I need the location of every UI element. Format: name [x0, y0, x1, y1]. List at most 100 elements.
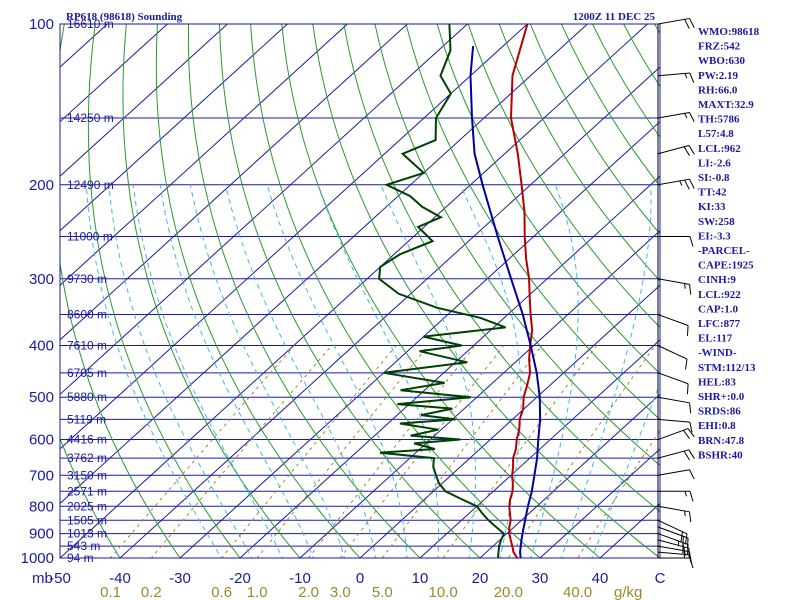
wind-barb-flag: [689, 72, 695, 83]
mixing-ratio-unit-label: g/kg: [614, 584, 642, 600]
wind-barb-half-flag: [679, 180, 683, 186]
index-entry: FRZ:542: [698, 41, 741, 53]
dry-adiabat: [60, 24, 181, 558]
pressure-label: 100: [29, 16, 54, 33]
wind-barb: [657, 345, 688, 370]
height-label: 2025 m: [67, 499, 107, 513]
wind-barb-flag: [689, 178, 695, 189]
temperature-profile: [508, 24, 534, 558]
index-entry: TT:42: [698, 187, 727, 199]
moist-adiabat: [132, 184, 283, 558]
isotherm: [179, 120, 660, 558]
moist-adiabat: [85, 184, 222, 558]
wind-barb: [657, 505, 692, 523]
index-entry: LCL:922: [698, 289, 741, 301]
wind-barb-flag: [684, 533, 688, 545]
mixing-ratio-label: 40.0: [563, 584, 592, 600]
index-entry: WBO:630: [698, 55, 746, 67]
wind-barb: [657, 178, 695, 190]
wind-barb: [657, 428, 695, 441]
height-label: 11000 m: [67, 229, 113, 243]
dry-adiabat: [374, 24, 660, 467]
moist-adiabat: [159, 184, 314, 558]
height-label: 6705 m: [67, 366, 107, 380]
wind-barb: [658, 490, 694, 502]
wind-barb: [657, 111, 695, 123]
dry-adiabat: [312, 24, 660, 558]
isotherm: [60, 24, 349, 286]
temperature-tick-label: -10: [289, 570, 311, 587]
wind-barb-flag: [686, 537, 689, 549]
wind-barb-half-flag: [684, 113, 688, 119]
isotherm: [60, 24, 469, 396]
mixing-ratio-label: 0.1: [100, 584, 121, 600]
wind-barb: [658, 235, 694, 247]
wind-barb-flag: [689, 422, 693, 433]
chart-title: RP618 (98618) Sounding: [66, 11, 183, 23]
wind-barb: [657, 539, 690, 559]
wind-barb: [657, 469, 695, 480]
wind-barb-half-flag: [684, 491, 687, 497]
dry-adiabat: [498, 24, 660, 282]
index-entry: CINH:9: [698, 274, 736, 286]
wind-barb-flag: [680, 531, 683, 543]
background-grid: [60, 24, 660, 558]
mixing-ratio-line: [307, 345, 476, 558]
mixing-ratio-line: [339, 345, 505, 558]
mixing-ratio-line: [150, 345, 333, 558]
dry-adiabat: [560, 24, 660, 187]
index-entry: EHI:0.8: [698, 420, 736, 432]
wind-barb: [657, 396, 692, 414]
height-label: 14250 m: [67, 111, 114, 125]
moist-adiabat: [560, 184, 652, 558]
dry-adiabat: [436, 24, 660, 375]
mixing-ratio-line: [221, 345, 397, 558]
mixing-ratio-line: [109, 345, 295, 558]
mixing-ratio-label: 3.0: [330, 584, 351, 600]
dry-adiabat: [405, 24, 660, 421]
pressure-label: 200: [29, 177, 54, 194]
isotherm: [60, 24, 229, 177]
index-entry: -PARCEL-: [698, 245, 750, 257]
wind-barb-staff: [657, 278, 690, 285]
wind-barb-staff: [657, 372, 689, 385]
pressure-label: 400: [29, 338, 54, 355]
temperature-tick-label: -40: [109, 570, 131, 587]
wind-barb-flag: [689, 402, 692, 414]
dry-adiabat: [343, 24, 660, 513]
wind-barb-flag: [689, 112, 695, 123]
wind-barb-staff: [657, 418, 690, 423]
isotherm: [60, 24, 589, 505]
temperature-tick-label: 10: [412, 570, 429, 587]
wind-barb: [657, 449, 695, 461]
pressure-label: 700: [29, 467, 54, 484]
mixing-ratio-label: 1.0: [247, 584, 268, 600]
wind-barb-staff: [657, 17, 690, 25]
stability-indices-panel: WMO:98618 FRZ:542 WBO:630 PW:2.19 RH:66.0 MAX…: [698, 26, 760, 461]
index-entry: TH:5786: [698, 114, 740, 126]
index-entry: BSHR:40: [698, 449, 743, 461]
pressure-label: 500: [29, 389, 54, 406]
index-entry: SHR+:0.0: [698, 391, 745, 403]
mixing-ratio-line: [577, 429, 660, 558]
moist-adiabat: [225, 184, 377, 558]
index-entry: CAP:1.0: [698, 303, 739, 315]
mixing-ratio-label: 0.6: [211, 584, 232, 600]
dry-adiabat: [122, 24, 301, 558]
temperature-tick-label: -50: [49, 570, 71, 587]
dry-adiabat: [281, 24, 601, 558]
wind-barb-flag: [682, 429, 691, 439]
wind-barbs: [657, 17, 695, 569]
wind-barb-flag: [689, 18, 695, 28]
index-entry: PW:2.19: [698, 70, 739, 82]
moist-adiabat: [317, 184, 439, 558]
mixing-ratio-label: 2.0: [298, 584, 319, 600]
index-entry: RH:66.0: [698, 84, 738, 96]
pressure-label: 600: [29, 432, 54, 449]
wind-barb-staff: [657, 111, 690, 119]
wind-barb-flag: [689, 511, 692, 523]
index-entry: KI:33: [698, 201, 726, 213]
height-label: 3762 m: [67, 451, 107, 465]
index-entry: STM:112/13: [698, 362, 756, 374]
